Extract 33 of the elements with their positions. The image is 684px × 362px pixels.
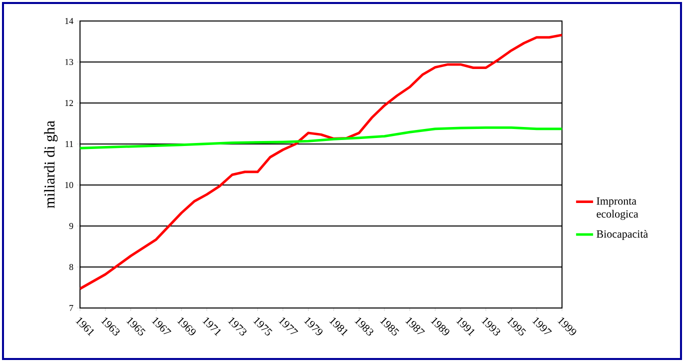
x-tick-label: 1975 bbox=[253, 318, 272, 336]
x-tick-label: 1983 bbox=[354, 318, 374, 336]
legend-label: Biocapacità bbox=[596, 230, 648, 240]
x-tick-label: 1993 bbox=[481, 318, 500, 336]
y-tick-label: 8 bbox=[69, 264, 74, 270]
x-tick-label: 1965 bbox=[126, 318, 146, 336]
y-tick-label: 12 bbox=[65, 100, 73, 106]
x-tick-label: 1977 bbox=[278, 318, 298, 334]
x-tick-label: 1973 bbox=[228, 318, 246, 336]
line-series bbox=[80, 34, 562, 290]
x-tick-label: 1961 bbox=[76, 318, 94, 336]
x-tick-label: 1997 bbox=[532, 318, 552, 334]
y-tick-label: 11 bbox=[66, 141, 73, 147]
y-tick-label: 9 bbox=[69, 222, 74, 230]
y-axis-title: miliardi di gha bbox=[44, 120, 58, 208]
x-tick-label: 1991 bbox=[456, 318, 475, 336]
x-tick-label: 1999 bbox=[558, 318, 576, 336]
y-tick-label: 14 bbox=[65, 18, 74, 24]
x-tick-label: 1969 bbox=[177, 318, 196, 336]
y-tick-label: 13 bbox=[65, 58, 74, 66]
x-tick-label: 1985 bbox=[380, 318, 400, 336]
x-tick-label: 1963 bbox=[100, 318, 120, 336]
x-tick-label: 1995 bbox=[506, 318, 526, 336]
y-tick-label: 10 bbox=[65, 182, 74, 188]
x-tick-label: 1989 bbox=[430, 318, 450, 336]
x-tick-label: 1987 bbox=[405, 318, 425, 334]
x-tick-label: 1981 bbox=[329, 318, 348, 336]
x-tick-label: 1971 bbox=[202, 318, 221, 336]
legend-label: Impronta ecologica bbox=[596, 197, 638, 220]
x-tick-label: 1979 bbox=[304, 318, 323, 336]
x-tick-label: 1967 bbox=[152, 318, 172, 334]
y-tick-label: 7 bbox=[70, 305, 74, 311]
line-series bbox=[80, 126, 562, 150]
